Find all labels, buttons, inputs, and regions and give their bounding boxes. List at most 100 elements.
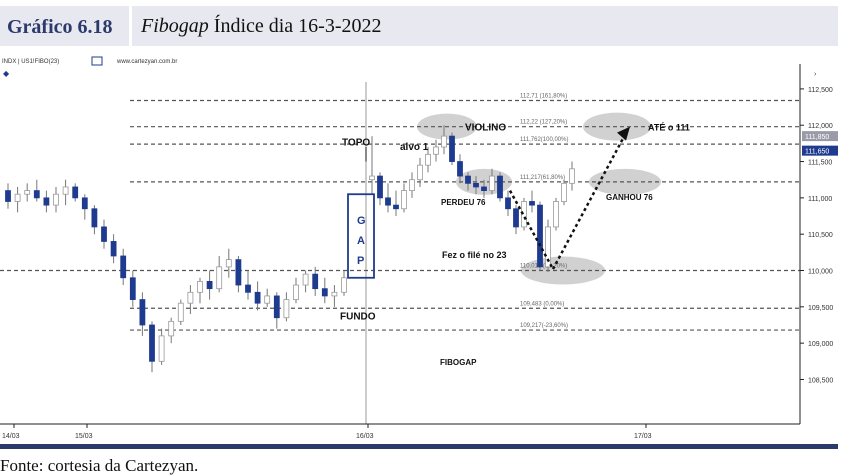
candle-up [302,273,309,286]
candle-down [505,197,511,210]
candle-down [312,273,319,290]
candle-up [489,175,495,191]
figure-title-rest: Índice dia 16-3-2022 [208,15,382,37]
candle-up [401,190,407,210]
candle-down [513,208,519,228]
y-tick-label: 112,000 [808,123,833,130]
price-tag-label: 111,850 [805,134,829,141]
price-tag [802,131,838,142]
gap-letter: A [357,235,365,247]
candle-down [5,190,11,202]
fib-level-label: 112,71 (161,80%) [520,94,567,100]
candle-up [331,291,338,297]
x-tick-label: 15/03 [75,433,93,440]
y-tick-label: 110,000 [808,269,833,276]
candle-down [377,175,383,199]
fib-level-label: 109,483 (0,00%) [520,301,564,307]
candle-up [177,302,184,322]
arrowhead [617,126,630,141]
candle-up [187,291,194,304]
header-box-icon [91,56,103,66]
chart-area: INDX | US1!FIBO(23) www.cartezyan.com.br ◆… [0,52,838,444]
gap-letter: G [357,215,366,227]
y-tick-label: 111,500 [808,160,832,167]
candle-down [110,241,117,257]
y-tick-label: 109,500 [808,305,833,312]
candle-down [465,175,471,184]
candle-down [43,197,50,206]
label-topo: TOPO [342,137,370,148]
candle-down [321,288,328,297]
figure-source: Fonte: cortesia da Cartezyan. [0,456,199,475]
candle-up [283,299,290,319]
y-tick-label: 111,000 [808,196,832,203]
candle-down [385,197,391,206]
candle-down [149,324,155,362]
fib-level-label: 109,217(-23,60%) [520,323,568,329]
chart-header-url: www.cartezyan.com.br [116,59,177,65]
chart-header-symbol: INDX | US1!FIBO(23) [2,59,59,65]
candlestick-chart: INDX | US1!FIBO(23) www.cartezyan.com.br ◆… [0,56,838,440]
label-alvo: alvo 1 [400,142,429,153]
candle-down [206,281,213,290]
candle-down [254,291,261,304]
header-diamond-icon: ◆ [3,69,10,78]
figure-label: Gráfico 6.18 [7,16,113,38]
candle-up [545,226,551,268]
fib-level-label: 111,762(100,00%) [520,137,568,143]
candle-down [91,208,98,228]
bottom-rule [0,444,838,449]
candle-up [409,179,415,191]
fib-level-label: 112,22 (127,20%) [520,120,567,126]
gap-box [347,193,375,279]
fib-level-label: 110,019 (38,20%) [520,264,567,270]
candle-down [235,259,242,286]
x-tick-label: 16/03 [356,433,374,440]
candle-up [14,193,21,202]
y-tick-label: 109,000 [808,341,833,348]
candle-up [53,193,59,206]
label-ganhou: GANHOU 76 [606,193,653,202]
candle-up [521,201,527,228]
label-fundo: FUNDO [340,312,376,323]
candle-up [569,168,575,184]
candle-up [341,277,347,293]
x-tick-label: 14/03 [2,433,20,440]
candle-down [273,295,280,319]
candle-up [553,201,559,228]
candle-up [225,259,232,268]
up-path-dotted [551,136,626,270]
down-path-dotted [508,189,555,270]
candle-up [425,153,431,166]
candle-down [529,201,535,206]
candle-down [473,182,479,188]
candle-down [33,190,40,199]
highlight-ellipse [589,168,661,195]
candle-up [264,295,271,304]
candle-down [101,226,107,242]
candle-up [369,175,375,181]
candle-down [81,197,88,210]
candle-up [441,135,447,148]
candle-down [120,255,127,279]
label-ate: ATÉ o 111 [648,123,690,133]
caption-separator [129,6,132,46]
candle-down [72,186,79,199]
x-tick-label: 17/03 [634,433,652,440]
y-axis-unit-mark: › [814,71,817,78]
candle-up [561,182,567,202]
label-perdeu: PERDEU 76 [441,198,486,207]
candle-up [24,190,31,195]
candle-down [537,204,543,268]
candle-up [62,186,69,195]
fib-level-label: 111,217(61,80%) [520,175,565,181]
candle-up [417,164,423,181]
candle-down [245,284,251,293]
candle-down [139,299,146,326]
label-violino: VIOLINO [465,123,506,134]
y-tick-label: 108,500 [808,377,833,384]
candle-down [497,175,503,199]
candle-up [168,320,175,337]
candle-down [393,204,399,210]
candle-down [449,135,455,162]
